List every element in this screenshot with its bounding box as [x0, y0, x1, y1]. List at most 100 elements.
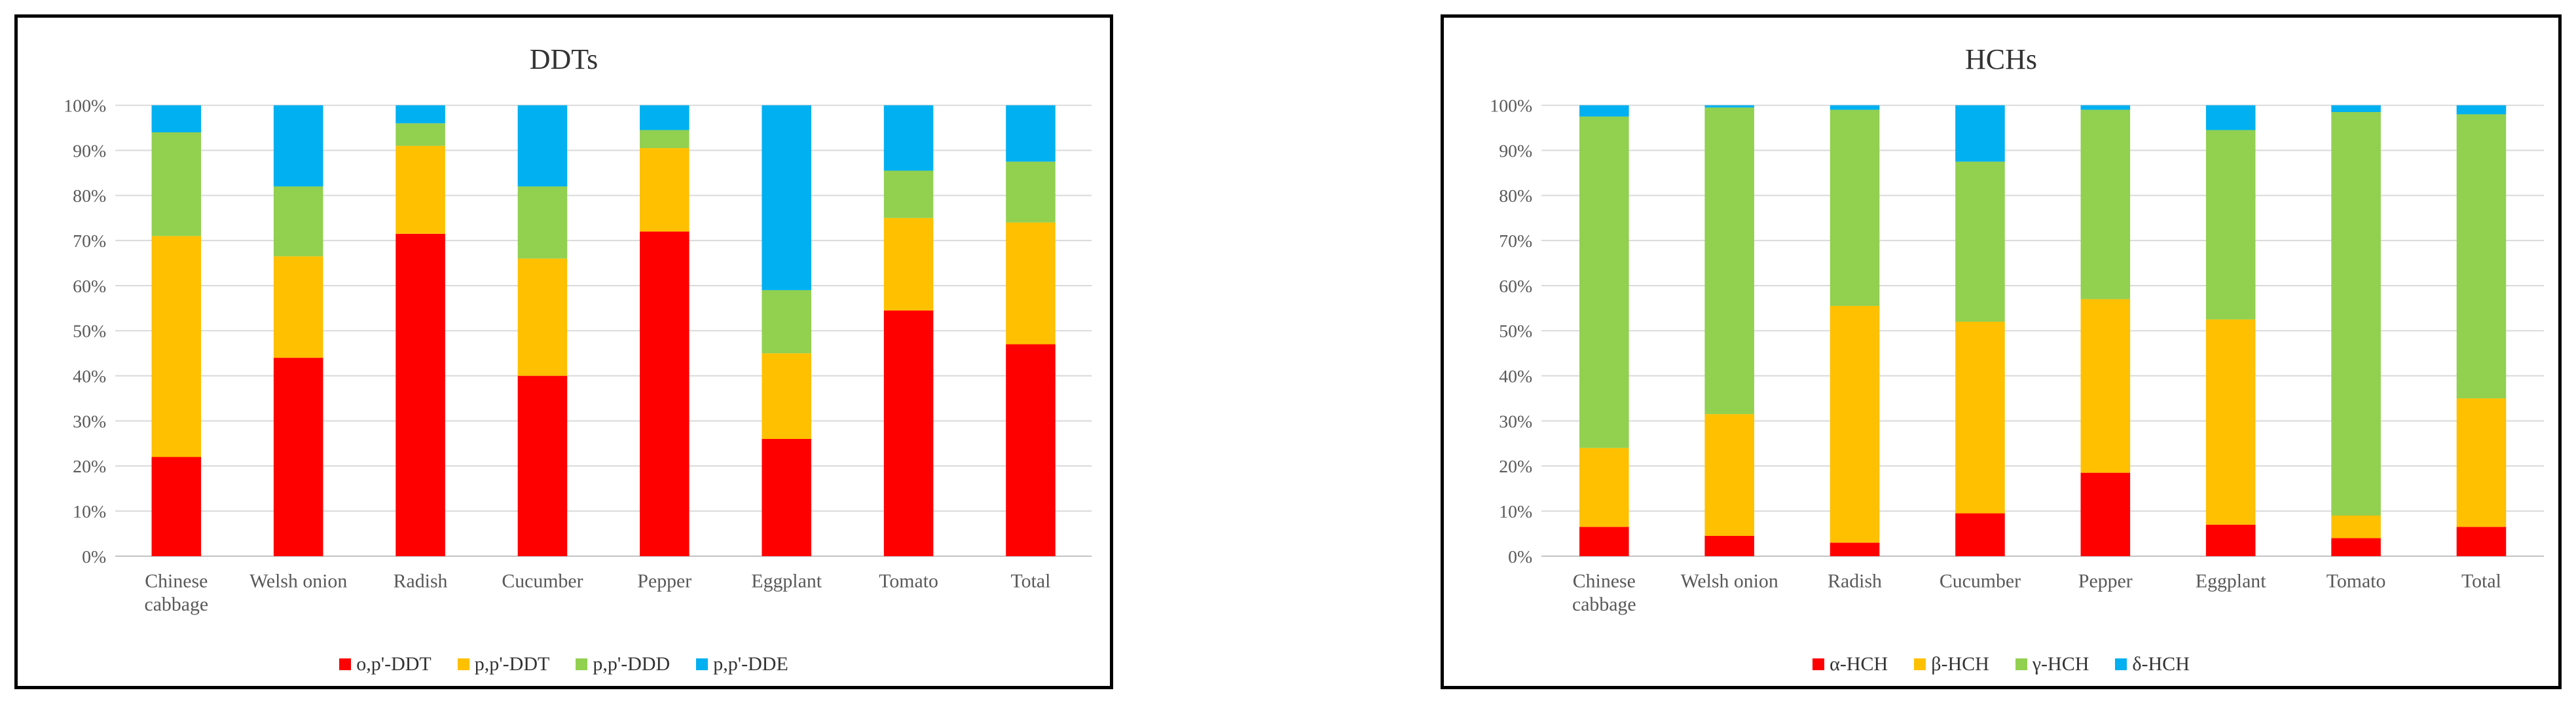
bar-segment — [2331, 538, 2381, 556]
bar-segment — [2331, 105, 2381, 113]
x-tick-label: Eggplant — [751, 571, 822, 592]
y-tick-label: 80% — [73, 186, 106, 206]
bar-segment — [396, 145, 445, 234]
legend-item: β-HCH — [1914, 653, 1989, 675]
bar-segment — [517, 105, 568, 187]
legend-swatch — [2115, 658, 2127, 670]
bar-segment — [2080, 109, 2131, 299]
y-tick-label: 40% — [1499, 367, 1532, 387]
bar-segment — [1830, 109, 1880, 306]
bar-segment — [883, 105, 934, 171]
y-tick-label: 80% — [1499, 186, 1532, 206]
bar-segment — [2205, 319, 2256, 525]
bar-segment — [2331, 112, 2381, 516]
x-tick-label: Cucumber — [502, 571, 583, 592]
y-tick-label: 60% — [1499, 276, 1532, 297]
bar-segment — [151, 132, 202, 237]
bar-segment — [640, 231, 690, 556]
legend-item: o,p'-DDT — [339, 653, 432, 675]
bar-segment — [396, 123, 445, 146]
legend-label: p,p'-DDE — [713, 653, 788, 675]
legend-swatch — [696, 658, 708, 670]
legend-label: p,p'-DDD — [593, 653, 671, 675]
legend-label: p,p'-DDT — [474, 653, 550, 675]
chart-panel-ddts: DDTs 0% 10% 20% 30% 40% 50% 60% 70% 80% 90% 100% Ch… — [14, 14, 1113, 689]
bar-segment — [1955, 322, 2005, 514]
y-tick-label: 20% — [73, 457, 106, 477]
y-tick-label: 0% — [82, 547, 106, 567]
bar-segment — [2456, 114, 2507, 399]
legend-item: δ-HCH — [2115, 653, 2190, 675]
x-tick-label: Eggplant — [2196, 571, 2266, 592]
bar-segment — [1006, 161, 1056, 223]
legend-label: o,p'-DDT — [356, 653, 432, 675]
legend-label: γ-HCH — [2032, 653, 2089, 675]
x-tick-label: Welsh onion — [1681, 571, 1778, 592]
bar-segment — [762, 353, 811, 439]
y-tick-label: 20% — [1499, 457, 1532, 477]
x-tick-label: cabbage — [144, 594, 208, 615]
bar-segment — [1955, 161, 2005, 322]
x-tick-label: Cucumber — [1940, 571, 2021, 592]
bar-segment — [1006, 344, 1056, 556]
y-tick-label: 30% — [1499, 411, 1532, 432]
bar-segment — [2205, 105, 2256, 130]
bar-segment — [2456, 398, 2507, 527]
bar-segment — [517, 258, 568, 376]
legend-swatch — [2015, 658, 2027, 670]
legend-swatch — [576, 658, 588, 670]
x-tick-label: cabbage — [1572, 594, 1636, 615]
y-tick-label: 40% — [73, 367, 106, 387]
bar-segment — [640, 148, 690, 232]
y-tick-label: 30% — [73, 411, 106, 432]
bar-segment — [396, 233, 445, 556]
bar-segment — [883, 310, 934, 556]
bar-segment — [1704, 105, 1754, 108]
bar-segment — [1704, 535, 1754, 556]
legend-item: p,p'-DDT — [457, 653, 550, 675]
legend-label: δ-HCH — [2132, 653, 2190, 675]
bar-segment — [2456, 105, 2507, 115]
bar-segment — [1579, 447, 1629, 527]
bar-segment — [883, 170, 934, 218]
y-tick-label: 0% — [1508, 547, 1532, 567]
chart-legend-ddts: o,p'-DDT p,p'-DDT p,p'-DDD p,p'-DDE — [18, 653, 1110, 675]
y-tick-label: 10% — [1499, 502, 1532, 522]
x-tick-label: Pepper — [2078, 571, 2133, 592]
bar-segment — [2080, 105, 2131, 110]
y-tick-label: 90% — [1499, 141, 1532, 161]
bar-segment — [2205, 524, 2256, 556]
bar-segment — [1579, 105, 1629, 117]
legend-item: p,p'-DDD — [576, 653, 670, 675]
x-tick-label: Chinese — [145, 571, 208, 592]
y-tick-label: 50% — [1499, 322, 1532, 342]
bar-segment — [1704, 107, 1754, 415]
legend-swatch — [1914, 658, 1926, 670]
bar-segment — [883, 218, 934, 311]
chart-panel-hchs: HCHs 0% 10% 20% 30% 40% 50% 60% 70% 80% 90% 100% Ch… — [1441, 14, 2562, 689]
bar-segment — [2205, 130, 2256, 320]
bar-segment — [2456, 527, 2507, 556]
chart-title: HCHs — [1964, 43, 2038, 75]
bar-segment — [762, 105, 811, 290]
legend-swatch — [457, 658, 469, 670]
x-tick-label: Radish — [1828, 571, 1882, 592]
bar-segment — [273, 105, 323, 187]
bar-segment — [640, 105, 690, 130]
bar-segment — [1830, 542, 1880, 556]
x-tick-label: Total — [1011, 571, 1051, 592]
bar-segment — [762, 438, 811, 556]
bar-segment — [273, 256, 323, 358]
bar-segment — [1006, 222, 1056, 345]
bar-segment — [1579, 527, 1629, 556]
legend-item: p,p'-DDE — [696, 653, 788, 675]
y-tick-label: 100% — [64, 96, 106, 117]
bar-segment — [1830, 105, 1880, 110]
bar-segment — [517, 375, 568, 556]
bar-segment — [1006, 105, 1056, 162]
bar-segment — [1955, 513, 2005, 556]
bar-segment — [2080, 472, 2131, 556]
x-tick-label: Welsh onion — [249, 571, 347, 592]
legend-swatch — [339, 658, 352, 670]
y-tick-label: 100% — [1490, 96, 1532, 117]
